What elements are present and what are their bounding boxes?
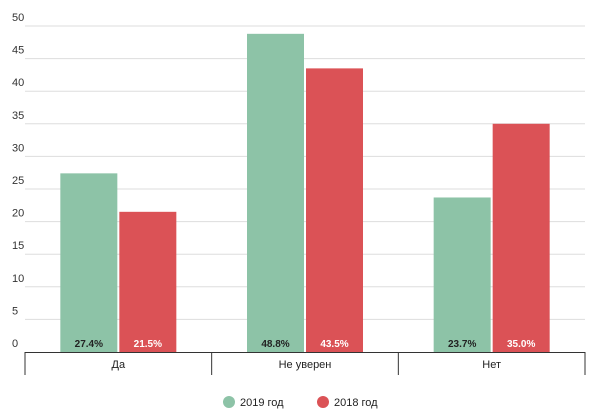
category-label: Нет: [482, 359, 501, 371]
category-label: Да: [112, 359, 126, 371]
y-tick-label: 20: [12, 208, 24, 220]
y-tick-label: 25: [12, 175, 24, 187]
y-tick-label: 40: [12, 77, 24, 89]
data-label: 23.7%: [448, 339, 476, 350]
y-axis-ticks: 0 5 10 15 20 25 30 35 40 45 50: [12, 12, 24, 350]
bar-2-3: [492, 123, 550, 352]
y-tick-label: 50: [12, 12, 24, 24]
bar-1-3: [433, 197, 491, 352]
data-label: 21.5%: [134, 339, 162, 350]
legend-label: 2018 год: [334, 397, 378, 409]
y-tick-label: 35: [12, 110, 24, 122]
y-tick-label: 10: [12, 273, 24, 285]
bar-1-1: [60, 173, 118, 352]
y-tick-label: 0: [12, 338, 18, 350]
bar-1-2: [247, 33, 304, 352]
legend-swatch: [317, 396, 329, 408]
bar-2-1: [119, 211, 177, 352]
y-tick-label: 5: [12, 305, 18, 317]
data-label: 35.0%: [507, 339, 535, 350]
y-tick-label: 45: [12, 45, 24, 57]
bar-2-2: [306, 68, 363, 352]
y-tick-label: 15: [12, 240, 24, 252]
x-axis: Да Не уверен Нет: [24, 352, 586, 375]
bars: 27.4% 21.5% 48.8% 43.5% 23.7% 35.0%: [60, 33, 550, 352]
legend-label: 2019 год: [240, 397, 284, 409]
data-label: 27.4%: [75, 339, 103, 350]
gridlines: [25, 25, 585, 320]
data-label: 48.8%: [261, 339, 289, 350]
category-label: Не уверен: [279, 359, 332, 371]
data-label: 43.5%: [320, 339, 348, 350]
legend: 2019 год 2018 год: [223, 396, 378, 409]
legend-swatch: [223, 396, 235, 408]
y-tick-label: 30: [12, 142, 24, 154]
